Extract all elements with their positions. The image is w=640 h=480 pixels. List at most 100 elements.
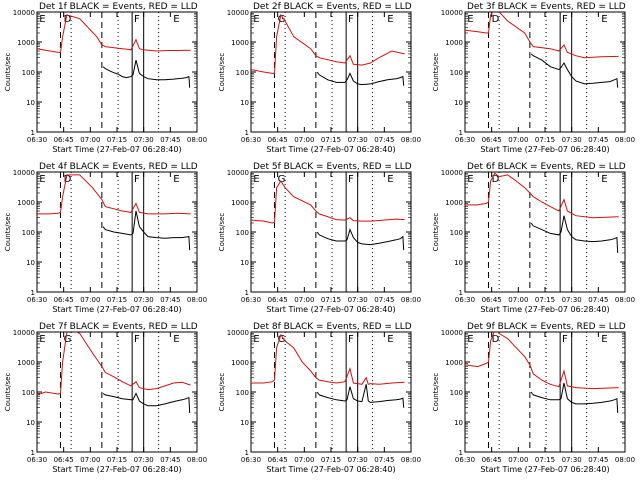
x-tick-label: 07:00 (80, 136, 100, 144)
y-tick-label: 100 (22, 69, 35, 77)
x-tick-label: 07:15 (107, 456, 127, 464)
region-marker: F (562, 174, 568, 185)
x-tick-label: 06:30 (27, 456, 47, 464)
series-events (316, 228, 405, 251)
x-tick-label: 07:30 (134, 296, 154, 304)
series-lld (37, 332, 191, 396)
panel-title: Det 9f BLACK = Events, RED = LLD (467, 322, 626, 332)
y-axis-label: Counts/sec (4, 213, 12, 252)
x-axis-label: Start Time (27-Feb-07 06:28:40) (480, 465, 609, 474)
panel-title: Det 1f BLACK = Events, RED = LLD (39, 2, 198, 12)
series-lld (465, 172, 619, 219)
panel-8: Det 8f BLACK = Events, RED = LLD 1 10 100 10… (218, 322, 421, 474)
region-marker: E (253, 334, 259, 345)
x-tick-label: 06:45 (268, 296, 288, 304)
region-marker: G (64, 334, 72, 345)
panel-title: Det 3f BLACK = Events, RED = LLD (467, 2, 626, 12)
y-tick-label: 10 (26, 99, 35, 107)
x-tick-label: 07:00 (508, 296, 528, 304)
y-tick-label: 1000 (17, 39, 35, 47)
y-axis-label: Counts/sec (218, 373, 226, 412)
panel-5: Det 5f BLACK = Events, RED = LLD 1 10 100 10… (218, 162, 421, 314)
x-tick-label: 06:30 (241, 456, 261, 464)
panel-title: Det 2f BLACK = Events, RED = LLD (253, 2, 412, 12)
series-events (102, 210, 191, 251)
x-tick-label: 07:45 (588, 456, 608, 464)
y-axis-label: Counts/sec (432, 213, 440, 252)
x-tick-label: 08:00 (615, 136, 635, 144)
y-tick-label: 10000 (227, 169, 249, 177)
region-marker: G (278, 14, 286, 25)
x-tick-label: 07:30 (562, 296, 582, 304)
x-tick-label: 06:45 (268, 456, 288, 464)
x-tick-label: 07:00 (508, 136, 528, 144)
y-axis-label: Counts/sec (432, 373, 440, 412)
region-marker: D (492, 174, 500, 185)
x-tick-label: 07:15 (535, 456, 555, 464)
x-axis-label: Start Time (27-Feb-07 06:28:40) (52, 305, 181, 314)
series-events (316, 71, 405, 86)
panel-3: Det 3f BLACK = Events, RED = LLD 1 10 100 10… (432, 2, 635, 154)
y-tick-label: 1000 (445, 39, 463, 47)
series-lld (251, 333, 405, 385)
region-marker: F (348, 14, 354, 25)
y-tick-label: 100 (22, 229, 35, 237)
plot-frame (36, 11, 198, 133)
panel-7: Det 7f BLACK = Events, RED = LLD 1 10 100 10… (4, 322, 207, 474)
y-tick-label: 10000 (227, 329, 249, 337)
region-marker: E (173, 14, 179, 25)
x-tick-label: 07:15 (107, 136, 127, 144)
series-lld (465, 332, 619, 390)
x-tick-label: 07:45 (160, 456, 180, 464)
region-marker: D (492, 334, 500, 345)
x-tick-label: 06:45 (482, 456, 502, 464)
x-axis-label: Start Time (27-Feb-07 06:28:40) (52, 465, 181, 474)
x-tick-label: 06:30 (27, 136, 47, 144)
y-tick-label: 10 (26, 259, 35, 267)
x-tick-label: 07:30 (562, 136, 582, 144)
region-marker: G (278, 174, 286, 185)
x-tick-label: 06:30 (455, 296, 475, 304)
x-tick-label: 06:45 (54, 456, 74, 464)
region-marker: E (39, 14, 45, 25)
x-tick-label: 07:15 (321, 296, 341, 304)
y-tick-label: 1000 (231, 199, 249, 207)
x-tick-label: 08:00 (401, 456, 421, 464)
x-axis-label: Start Time (27-Feb-07 06:28:40) (480, 145, 609, 154)
y-tick-label: 100 (236, 69, 249, 77)
x-tick-label: 07:30 (562, 456, 582, 464)
region-marker: D (492, 14, 500, 25)
x-tick-label: 07:00 (80, 296, 100, 304)
region-marker: E (601, 174, 607, 185)
series-events (316, 384, 405, 408)
y-tick-label: 1 (245, 289, 249, 297)
y-tick-label: 1000 (231, 39, 249, 47)
region-marker: G (278, 334, 286, 345)
x-tick-label: 07:00 (294, 296, 314, 304)
x-tick-label: 07:00 (508, 456, 528, 464)
x-tick-label: 07:30 (348, 296, 368, 304)
x-tick-label: 08:00 (187, 296, 207, 304)
x-tick-label: 07:30 (134, 456, 154, 464)
panel-title: Det 8f BLACK = Events, RED = LLD (253, 322, 412, 332)
y-tick-label: 100 (236, 229, 249, 237)
panel-4: Det 4f BLACK = Events, RED = LLD 1 10 100 10… (4, 162, 207, 314)
x-axis-label: Start Time (27-Feb-07 06:28:40) (266, 305, 395, 314)
x-tick-label: 06:45 (268, 136, 288, 144)
panel-6: Det 6f BLACK = Events, RED = LLD 1 10 100 10… (432, 162, 635, 314)
region-marker: E (601, 334, 607, 345)
y-tick-label: 10 (454, 99, 463, 107)
region-marker: D (64, 14, 72, 25)
y-tick-label: 10 (26, 419, 35, 427)
region-marker: F (134, 334, 140, 345)
region-marker: E (387, 174, 393, 185)
y-tick-label: 10 (240, 259, 249, 267)
x-tick-label: 07:15 (107, 296, 127, 304)
x-tick-label: 07:30 (348, 456, 368, 464)
x-tick-label: 07:00 (80, 456, 100, 464)
y-axis-label: Counts/sec (4, 373, 12, 412)
x-tick-label: 06:30 (241, 296, 261, 304)
region-marker: F (134, 14, 140, 25)
y-tick-label: 1 (31, 289, 35, 297)
